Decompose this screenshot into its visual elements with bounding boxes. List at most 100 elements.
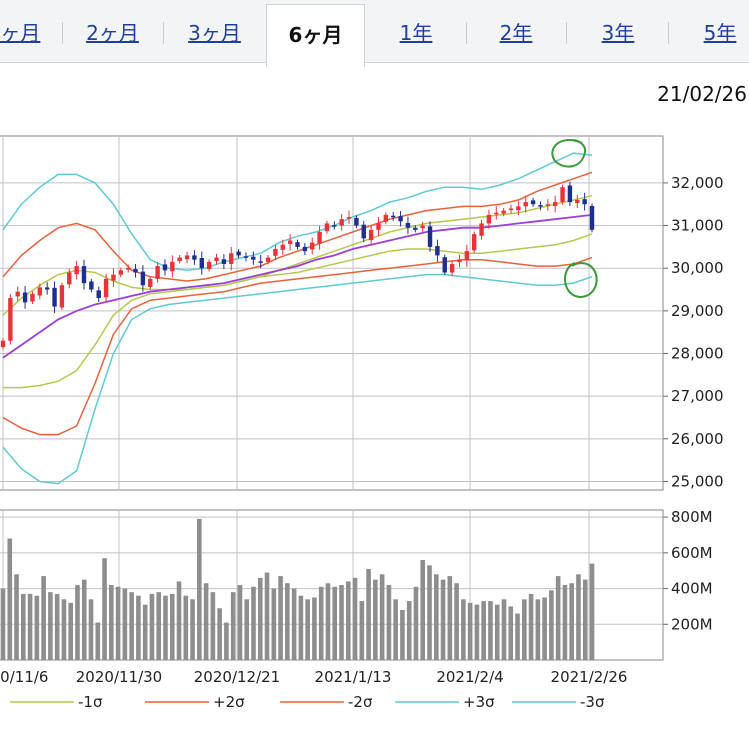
volume-bar: [237, 585, 243, 660]
volume-bar: [318, 586, 324, 660]
candle-body: [8, 298, 13, 341]
candle-body: [74, 266, 79, 275]
candle-body: [236, 251, 241, 256]
band-line: [2, 214, 593, 359]
volume-bar: [454, 583, 459, 660]
price-tick-label: 25,000: [671, 472, 724, 490]
volume-bar: [27, 593, 33, 660]
legend-label: +2σ: [213, 693, 245, 711]
volume-tick-label: 400M: [671, 580, 713, 598]
candle-body: [258, 261, 263, 263]
tab-2-months[interactable]: 2ヶ月: [86, 21, 139, 45]
volume-bar: [183, 595, 189, 660]
candle-body: [354, 217, 359, 226]
legend-label: -1σ: [78, 693, 103, 711]
x-tick-label: 2020/12/21: [194, 668, 280, 686]
volume-bar: [298, 595, 304, 660]
volume-bar: [515, 613, 520, 660]
volume-bar: [305, 599, 310, 660]
candle-body: [148, 278, 153, 287]
volume-bar: [95, 622, 101, 660]
volume-bar: [535, 599, 541, 660]
candle-body: [310, 242, 315, 250]
volume-bar: [21, 593, 26, 660]
x-tick-label: 2020/11/30: [76, 668, 162, 686]
candle-body: [37, 287, 43, 296]
candle-body: [339, 219, 344, 226]
candle-body: [501, 210, 506, 214]
candle-body: [44, 287, 50, 290]
volume-bar: [210, 592, 216, 660]
candle-body: [243, 256, 249, 258]
tab-6-months[interactable]: 6ヶ月: [266, 4, 365, 67]
tab-separator: [668, 22, 669, 44]
candle-body: [494, 212, 499, 215]
candle-body: [184, 255, 190, 260]
volume-bar: [75, 585, 80, 660]
volume-bar: [562, 585, 568, 660]
volume-bar: [88, 599, 94, 660]
volume-bar: [102, 558, 107, 660]
volume-bar: [325, 583, 331, 660]
candle-body: [22, 292, 28, 303]
candle-body: [560, 187, 565, 203]
volume-bar: [109, 585, 114, 660]
volume-bar: [413, 586, 419, 660]
volume-bar: [142, 604, 148, 660]
volume-bar: [197, 518, 202, 660]
volume-bar: [48, 592, 53, 660]
tab-1-year[interactable]: 1年: [399, 21, 433, 45]
tab-3-months[interactable]: 3ヶ月: [188, 21, 241, 45]
candle-body: [435, 246, 440, 256]
candle-body: [206, 261, 212, 270]
volume-bar: [257, 577, 263, 660]
candle-body: [89, 281, 94, 290]
candle-body: [214, 257, 219, 261]
volume-bar: [352, 577, 358, 660]
volume-bar: [366, 568, 371, 660]
candle-body: [552, 202, 558, 206]
candle-body: [332, 225, 337, 227]
volume-bar: [488, 601, 493, 660]
candle-body: [479, 223, 484, 236]
candle-body: [324, 223, 330, 232]
candle-body: [457, 259, 462, 263]
candle-body: [170, 261, 175, 272]
legend-label: +3σ: [463, 693, 495, 711]
tab-5-years[interactable]: 5年: [703, 21, 737, 45]
volume-bar: [169, 593, 175, 660]
band-line: [2, 273, 593, 485]
candle-body: [472, 234, 477, 251]
price-tick-label: 26,000: [671, 430, 724, 448]
price-tick-label: 31,000: [671, 217, 724, 235]
volume-bar: [41, 576, 46, 660]
candle-body: [516, 206, 521, 211]
tab-2-years[interactable]: 2年: [499, 21, 533, 45]
volume-bar: [494, 604, 500, 660]
candle-body: [368, 229, 374, 241]
band-line: [2, 256, 593, 436]
candle-body: [589, 205, 595, 230]
volume-tick-label: 200M: [671, 615, 713, 633]
candle-body: [177, 257, 182, 261]
volume-bar: [54, 593, 60, 660]
volume-bar: [149, 593, 155, 660]
volume-bar: [34, 595, 40, 660]
volume-bar: [501, 599, 507, 660]
volume-bar: [7, 538, 13, 660]
volume-bar: [379, 574, 385, 660]
candle-body: [251, 256, 256, 260]
volume-bar: [447, 576, 453, 660]
tab-3-years[interactable]: 3年: [601, 21, 635, 45]
candle-body: [111, 274, 116, 281]
volume-bar: [440, 579, 446, 660]
volume-bar: [474, 604, 480, 660]
candle-body: [229, 253, 234, 264]
chart-date-label: 21/02/26: [657, 82, 747, 106]
price-tick-label: 29,000: [671, 302, 724, 320]
tab-1-month[interactable]: 1ヶ月: [0, 21, 41, 45]
volume-tick-label: 600M: [671, 544, 713, 562]
volume-bar: [163, 595, 168, 660]
volume-bar: [406, 601, 412, 660]
